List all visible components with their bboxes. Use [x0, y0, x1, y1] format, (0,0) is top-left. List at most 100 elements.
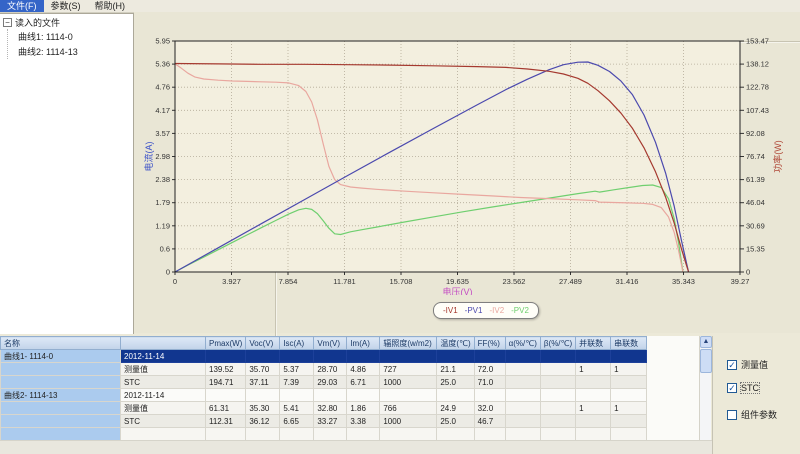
name-cell	[0, 362, 121, 376]
scrollbar-up-icon[interactable]: ▲	[700, 336, 712, 348]
value-cell	[279, 349, 315, 363]
curve-iv1	[174, 62, 690, 273]
chart-legend: -IV1 -PV1 -IV2 -PV2	[433, 302, 539, 319]
y-axis-label-right: 功率(W)	[772, 140, 783, 173]
value-cell	[204, 388, 247, 402]
x-tick-label: 15.708	[390, 277, 413, 286]
column-header-8[interactable]: 温度(℃)	[436, 336, 475, 350]
value-cell: 33.27	[313, 414, 348, 428]
value-cell	[610, 388, 648, 402]
x-tick-label: 39.27	[731, 277, 750, 286]
value-cell: 194.71	[204, 375, 247, 389]
tree-children: 曲线1: 1114-0 曲线2: 1114-13	[7, 29, 133, 59]
column-header-3[interactable]: Voc(V)	[245, 336, 281, 350]
x-tick-label: 19.635	[446, 277, 469, 286]
table-header-row: 名称 Pmax(W) Voc(V) Isc(A) Vm(V) Im(A) 辐照度(w/m2)…	[0, 336, 648, 350]
column-header-13[interactable]: 串联数	[610, 336, 648, 350]
value-cell: 25.0	[436, 414, 475, 428]
legend-item-pv1: -PV1	[464, 306, 483, 315]
column-header-7[interactable]: 辐照度(w/m2)	[379, 336, 438, 350]
value-cell	[575, 388, 612, 402]
column-header-12[interactable]: 并联数	[575, 336, 612, 350]
table-row-2[interactable]: STC 194.71 37.11 7.39 29.03 6.71 1000 25.0 71.0	[0, 375, 648, 389]
table-row-6[interactable]	[0, 427, 648, 440]
curve-pv2	[174, 184, 684, 273]
checkbox-label[interactable]: 测量值	[741, 360, 769, 370]
column-header-6[interactable]: Im(A)	[346, 336, 381, 350]
table-row-1[interactable]: 测量值 139.52 35.70 5.37 28.70 4.86 727 21.1 72.0 1 1	[0, 362, 648, 376]
bottom-strip	[0, 440, 712, 454]
table-row-5[interactable]: STC 112.31 36.12 6.65 33.27 3.38 1000 25.0 46.7	[0, 414, 648, 428]
tree-root-label: 读入的文件	[15, 18, 61, 28]
value-cell	[120, 427, 206, 440]
scrollbar-thumb[interactable]	[700, 349, 712, 373]
y-axis-right-tick-label: 30.69	[746, 221, 765, 230]
y-axis-left-tick-label: 1.19	[155, 221, 170, 230]
y-axis-right-tick-label: 153.47	[746, 37, 769, 46]
results-table-area: 名称 Pmax(W) Voc(V) Isc(A) Vm(V) Im(A) 辐照度(w/m2)…	[0, 336, 699, 440]
menu-item-0[interactable]: 文件(F)	[0, 0, 44, 12]
column-header-9[interactable]: FF(%)	[473, 336, 506, 350]
value-cell	[313, 388, 348, 402]
value-cell: 1000	[379, 414, 438, 428]
value-cell	[245, 427, 281, 440]
checked-checkbox-icon[interactable]: ✓	[727, 359, 737, 370]
value-cell	[539, 427, 577, 440]
value-cell	[504, 349, 541, 363]
value-cell: 4.86	[346, 362, 381, 376]
column-header-1[interactable]	[120, 336, 206, 350]
table-row-3[interactable]: 曲线2- 1114-13 2012-11-14	[0, 388, 648, 402]
value-cell	[313, 349, 348, 363]
value-cell: 61.31	[204, 401, 247, 415]
column-header-0[interactable]: 名称	[0, 336, 121, 350]
x-tick-label: 11.781	[333, 277, 355, 286]
menu-item-2[interactable]: 帮助(H)	[94, 1, 126, 11]
value-cell	[539, 375, 577, 389]
table-row-0[interactable]: 曲线1- 1114-0 2012-11-14	[0, 349, 648, 363]
value-cell: 6.71	[346, 375, 381, 389]
value-cell: 35.70	[245, 362, 281, 376]
y-axis-right-tick-label: 107.43	[746, 106, 769, 115]
y-axis-left-tick-label: 5.95	[155, 37, 170, 46]
tree-item-curve-2[interactable]: 曲线2: 1114-13	[18, 47, 78, 57]
tree-item-curve-1[interactable]: 曲线1: 1114-0	[18, 32, 73, 42]
y-axis-left-tick-label: 4.17	[155, 106, 170, 115]
y-axis-right-tick-label: 92.08	[746, 129, 765, 138]
value-cell: 21.1	[436, 362, 475, 376]
checkbox-label[interactable]: STC	[740, 382, 760, 394]
column-header-10[interactable]: α(%/℃)	[504, 336, 541, 350]
column-header-2[interactable]: Pmax(W)	[204, 336, 247, 350]
y-axis-left-tick-label: 4.76	[155, 83, 170, 92]
file-tree-panel: − 读入的文件 曲线1: 1114-0 曲线2: 1114-13	[0, 13, 134, 334]
menu-item-1[interactable]: 参数(S)	[50, 1, 81, 11]
legend-item-pv2: -PV2	[511, 306, 529, 315]
value-cell	[504, 427, 541, 440]
value-cell	[279, 427, 315, 440]
y-axis-label-left: 电流(A)	[143, 141, 154, 171]
column-header-11[interactable]: β(%/℃)	[539, 336, 577, 350]
value-cell: 29.03	[313, 375, 348, 389]
unchecked-checkbox-icon[interactable]	[727, 409, 737, 420]
value-cell	[313, 427, 348, 440]
value-cell	[504, 375, 541, 389]
table-scrollbar[interactable]: ▲	[699, 336, 712, 440]
column-header-4[interactable]: Isc(A)	[279, 336, 315, 350]
curve-pv1	[174, 61, 690, 273]
checkbox-label[interactable]: 组件参数	[741, 410, 778, 420]
value-cell: 3.38	[346, 414, 381, 428]
value-cell	[473, 388, 506, 402]
value-cell: 2012-11-14	[120, 388, 206, 402]
table-row-4[interactable]: 测量值 61.31 35.30 5.41 32.80 1.86 766 24.9 32.0 1 1	[0, 401, 648, 415]
checked-checkbox-icon[interactable]: ✓	[727, 383, 737, 393]
x-tick-label: 31.416	[616, 277, 639, 286]
value-cell: 37.11	[245, 375, 281, 389]
column-header-5[interactable]: Vm(V)	[313, 336, 348, 350]
value-cell	[204, 427, 247, 440]
value-cell	[575, 414, 612, 428]
tree-root-row: − 读入的文件	[0, 14, 133, 29]
value-cell: 46.7	[473, 414, 506, 428]
value-cell	[279, 388, 315, 402]
tree-collapse-icon[interactable]: −	[3, 18, 12, 27]
y-axis-right-tick-label: 76.74	[746, 152, 765, 161]
